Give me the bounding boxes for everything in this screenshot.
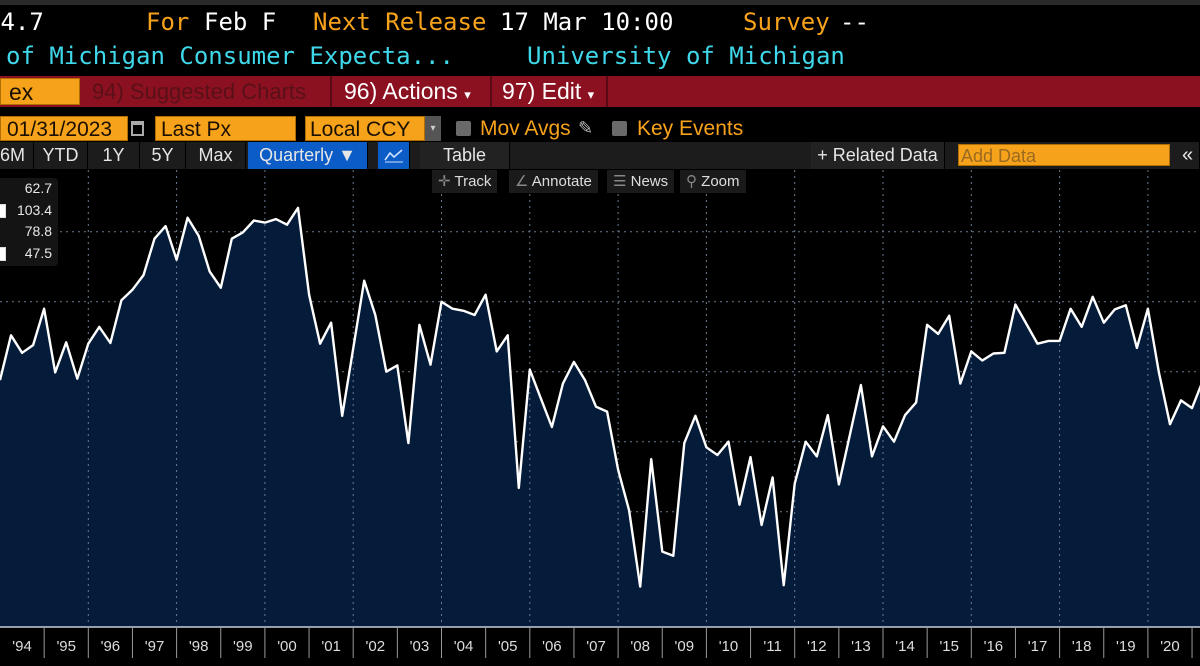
currency-dropdown-icon[interactable]: ▾	[425, 116, 441, 141]
series-line	[0, 206, 1200, 588]
x-tick-label: '01	[321, 638, 341, 655]
key-events-checkbox[interactable]	[612, 121, 627, 141]
x-tick-label: '18	[1071, 638, 1092, 655]
series-area	[0, 207, 1200, 627]
key-events-label: Key Events	[637, 117, 744, 140]
ticker-input[interactable]: ex	[0, 78, 80, 105]
x-tick-label: '03	[409, 638, 430, 655]
x-tick-label: '94	[12, 638, 32, 655]
x-tick-label: '95	[56, 638, 76, 655]
currency-select[interactable]: Local CCY	[305, 116, 425, 141]
caret-down-icon: ▾	[464, 87, 471, 102]
x-tick-label: '08	[630, 638, 650, 655]
x-tick-label: '19	[1116, 638, 1136, 655]
title-strip	[0, 0, 1200, 5]
x-tick-label: '00	[277, 638, 297, 655]
range-1y-button[interactable]: 1Y	[88, 142, 140, 169]
field-select[interactable]: Last Px	[155, 116, 296, 141]
mov-avgs-label: Mov Avgs	[480, 117, 571, 140]
x-tick-label: '02	[365, 638, 386, 655]
edit-menu[interactable]: 97) Edit ▾	[494, 76, 608, 107]
x-tick-label: '16	[983, 638, 1004, 655]
range-5y-button[interactable]: 5Y	[140, 142, 186, 169]
x-tick-label: '11	[763, 638, 782, 655]
annotate-label: Annotate	[531, 173, 592, 190]
next-release-value: 17 Mar 10:00	[500, 8, 674, 36]
survey-value: --	[840, 8, 869, 36]
low-marker-icon	[0, 246, 6, 261]
next-release-label: Next Release	[313, 8, 487, 36]
edit-label: 97) Edit	[502, 78, 582, 104]
x-tick-label: '05	[497, 638, 518, 655]
actions-menu[interactable]: 96) Actions ▾	[336, 76, 492, 107]
magnifier-icon: ⚲	[686, 173, 697, 190]
x-tick-label: '14	[895, 638, 915, 655]
data-source: University of Michigan	[527, 42, 845, 70]
x-tick-label: '17	[1027, 638, 1048, 655]
last-value: 64.7	[0, 8, 44, 36]
news-tool[interactable]: ☰ News	[607, 170, 675, 193]
annotate-tool[interactable]: ∠ Annotate	[509, 170, 598, 193]
legend-low: 47.5	[0, 243, 58, 265]
security-name: of Michigan Consumer Expecta...	[6, 42, 454, 70]
actions-label: 96) Actions	[344, 78, 458, 104]
vertical-gridlines	[87, 170, 1149, 626]
zoom-tool[interactable]: ⚲ Zoom	[680, 170, 746, 193]
x-tick-label: '07	[586, 638, 606, 655]
legend-high: 103.4	[0, 200, 58, 222]
legend-average: 78.8	[24, 223, 52, 239]
for-label: For	[146, 8, 190, 36]
x-tick-label: '15	[939, 638, 959, 655]
x-tick-label: '12	[806, 638, 827, 655]
x-tick-label: '98	[188, 638, 209, 655]
for-period: Feb F	[204, 8, 277, 36]
x-axis-ticks	[43, 628, 1193, 658]
caret-down-icon: ▾	[587, 87, 595, 102]
x-tick-label: '06	[542, 638, 562, 655]
add-data-input[interactable]: Add Data	[958, 144, 1170, 166]
x-tick-label: '13	[851, 638, 871, 655]
x-tick-label: '04	[453, 638, 474, 655]
range-max-button[interactable]: Max	[186, 142, 246, 169]
table-button[interactable]: Table	[420, 142, 510, 169]
x-tick-label: '20	[1160, 638, 1180, 655]
pencil-icon[interactable]: ✎	[578, 118, 594, 138]
legend-last: 62.7	[24, 180, 52, 196]
line-chart-icon[interactable]	[378, 142, 410, 169]
suggested-charts-button[interactable]: 94) Suggested Charts	[84, 76, 332, 107]
x-tick-label: '99	[233, 638, 253, 655]
news-icon: ☰	[613, 173, 627, 190]
zoom-label: Zoom	[701, 173, 740, 190]
range-6m-button[interactable]: 6M	[0, 142, 34, 169]
frequency-select[interactable]: Quarterly ▼	[248, 142, 368, 169]
mov-avgs-checkbox[interactable]	[456, 121, 471, 141]
high-marker-icon	[0, 203, 6, 218]
x-tick-label: '96	[100, 638, 121, 655]
legend-box: 62.7 103.4 78.8 47.5	[0, 178, 58, 266]
range-ytd-button[interactable]: YTD	[34, 142, 88, 169]
annotate-icon: ∠	[515, 173, 529, 190]
x-tick-label: '09	[674, 638, 695, 655]
calendar-icon[interactable]	[131, 121, 144, 136]
track-tool[interactable]: ✛ Track	[432, 170, 498, 193]
related-data-button[interactable]: + Related Data	[811, 142, 945, 169]
x-tick-label: '97	[144, 638, 165, 655]
end-date-input[interactable]: 01/31/2023	[0, 116, 128, 141]
menu-bar	[0, 76, 1200, 107]
x-tick-label: '10	[718, 638, 739, 655]
track-label: Track	[454, 173, 492, 190]
crosshair-icon: ✛	[438, 173, 451, 190]
news-label: News	[630, 173, 669, 190]
survey-label: Survey	[743, 8, 830, 36]
